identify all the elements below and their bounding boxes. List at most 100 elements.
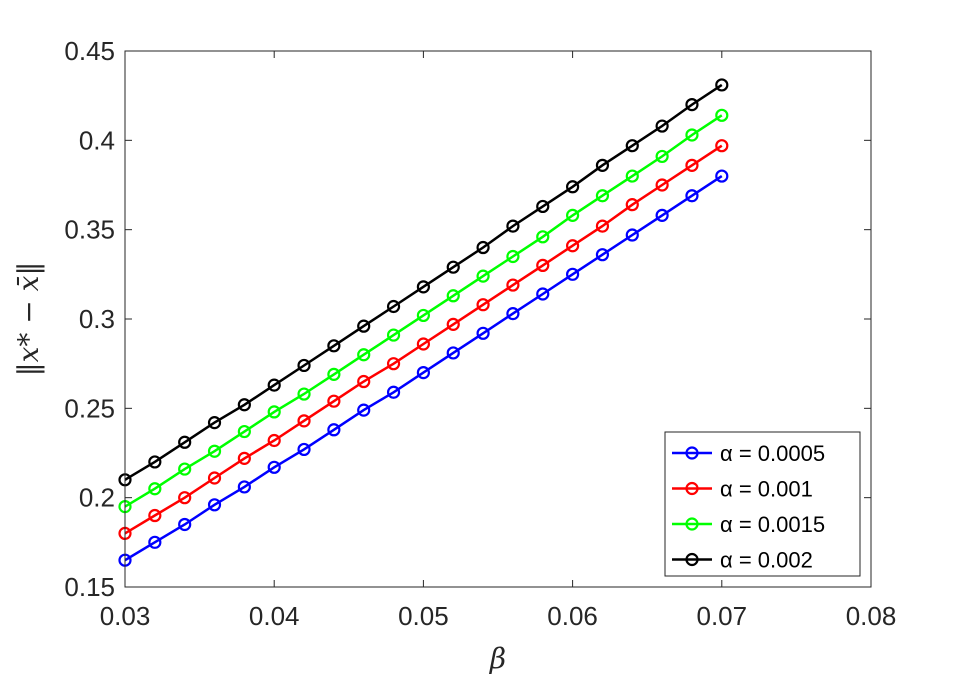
data-point bbox=[148, 508, 162, 523]
data-point bbox=[625, 198, 639, 212]
data-point bbox=[536, 199, 550, 214]
series-2 bbox=[118, 139, 729, 541]
legend-marker-sample bbox=[685, 481, 699, 496]
data-point bbox=[446, 289, 460, 303]
data-point bbox=[297, 358, 311, 373]
data-point bbox=[207, 416, 222, 430]
data-point bbox=[446, 317, 460, 331]
data-point bbox=[506, 278, 520, 292]
legend-label: α = 0.002 bbox=[720, 548, 813, 573]
data-point bbox=[148, 482, 162, 496]
data-point bbox=[506, 249, 520, 264]
data-point bbox=[715, 78, 729, 92]
x-tick-label: 0.05 bbox=[398, 601, 449, 631]
data-point bbox=[595, 158, 610, 172]
legend-marker-sample bbox=[685, 517, 699, 531]
data-point bbox=[715, 139, 729, 153]
data-point bbox=[565, 239, 580, 253]
data-point bbox=[446, 260, 460, 274]
data-point bbox=[297, 442, 311, 457]
data-point bbox=[506, 307, 520, 321]
legend-marker-sample bbox=[685, 446, 699, 460]
data-point bbox=[565, 208, 580, 222]
legend-marker-sample bbox=[685, 552, 699, 567]
data-point bbox=[237, 451, 251, 465]
data-point bbox=[237, 480, 251, 494]
data-point bbox=[506, 219, 520, 233]
data-point bbox=[357, 319, 371, 333]
data-point bbox=[536, 287, 550, 301]
series-line bbox=[124, 144, 723, 535]
legend-entry: α = 0.001 bbox=[672, 477, 813, 502]
series-line bbox=[124, 175, 723, 562]
data-point bbox=[416, 366, 430, 380]
legend-label: α = 0.0005 bbox=[720, 441, 825, 466]
data-point bbox=[357, 374, 371, 389]
data-point bbox=[178, 517, 192, 532]
data-point bbox=[148, 535, 162, 549]
data-point bbox=[565, 267, 580, 281]
data-point bbox=[536, 230, 550, 244]
data-point bbox=[685, 128, 699, 142]
y-tick-label: 0.3 bbox=[79, 304, 115, 334]
data-point bbox=[625, 228, 639, 242]
data-point bbox=[207, 471, 222, 485]
data-point bbox=[416, 308, 430, 323]
legend: α = 0.0005 α = 0.001 α = 0.0015 α = 0.002 bbox=[664, 431, 861, 577]
legend-label: α = 0.001 bbox=[720, 477, 813, 502]
x-tick-label: 0.07 bbox=[696, 601, 747, 631]
data-point bbox=[267, 460, 281, 474]
data-point bbox=[148, 455, 162, 469]
legend-label: α = 0.0015 bbox=[720, 512, 825, 537]
data-point bbox=[178, 435, 192, 449]
data-point bbox=[327, 367, 341, 381]
data-point bbox=[297, 414, 311, 428]
data-point bbox=[297, 387, 311, 401]
data-point bbox=[685, 97, 699, 112]
legend-entry: α = 0.002 bbox=[672, 548, 813, 573]
data-point bbox=[386, 328, 401, 342]
x-tick-label: 0.08 bbox=[846, 601, 897, 631]
ticks-layer: 0.03 0.04 0.05 0.06 0.07 0.08 0.15 0.2 0.25 0.3 0.… bbox=[64, 36, 896, 631]
data-point bbox=[327, 423, 341, 437]
y-tick-label: 0.2 bbox=[79, 483, 115, 513]
data-point bbox=[386, 357, 401, 371]
data-point bbox=[416, 280, 430, 294]
y-tick-label: 0.15 bbox=[64, 572, 115, 602]
data-point bbox=[267, 405, 281, 419]
legend-entry: α = 0.0005 bbox=[672, 441, 825, 466]
data-point bbox=[446, 346, 460, 360]
data-point bbox=[178, 491, 192, 505]
data-point bbox=[476, 269, 490, 283]
x-axis-label: β bbox=[489, 642, 506, 675]
y-axis-label: ‖x* − x̄‖ bbox=[12, 262, 45, 377]
data-point bbox=[416, 337, 430, 351]
data-point bbox=[357, 348, 371, 362]
data-point bbox=[595, 248, 610, 262]
data-point bbox=[715, 169, 729, 183]
data-point bbox=[386, 299, 401, 314]
x-tick-label: 0.06 bbox=[547, 601, 598, 631]
series-3 bbox=[118, 108, 729, 514]
x-tick-label: 0.03 bbox=[100, 601, 151, 631]
data-point bbox=[207, 498, 222, 512]
data-point bbox=[327, 339, 341, 353]
y-tick-label: 0.25 bbox=[64, 393, 115, 423]
data-point bbox=[685, 158, 699, 172]
y-tick-label: 0.4 bbox=[79, 125, 115, 155]
series-line bbox=[124, 114, 723, 508]
series-line bbox=[124, 83, 723, 481]
data-point bbox=[655, 178, 669, 192]
data-point bbox=[565, 180, 580, 194]
data-point bbox=[476, 298, 490, 312]
x-tick-label: 0.04 bbox=[249, 601, 300, 631]
data-point bbox=[476, 240, 490, 255]
data-point bbox=[357, 403, 371, 417]
data-point bbox=[237, 398, 251, 412]
data-point bbox=[655, 149, 669, 164]
data-point bbox=[685, 189, 699, 203]
series-layer bbox=[118, 78, 729, 567]
y-tick-label: 0.45 bbox=[64, 36, 115, 66]
data-point bbox=[655, 208, 669, 222]
data-point bbox=[625, 169, 639, 183]
